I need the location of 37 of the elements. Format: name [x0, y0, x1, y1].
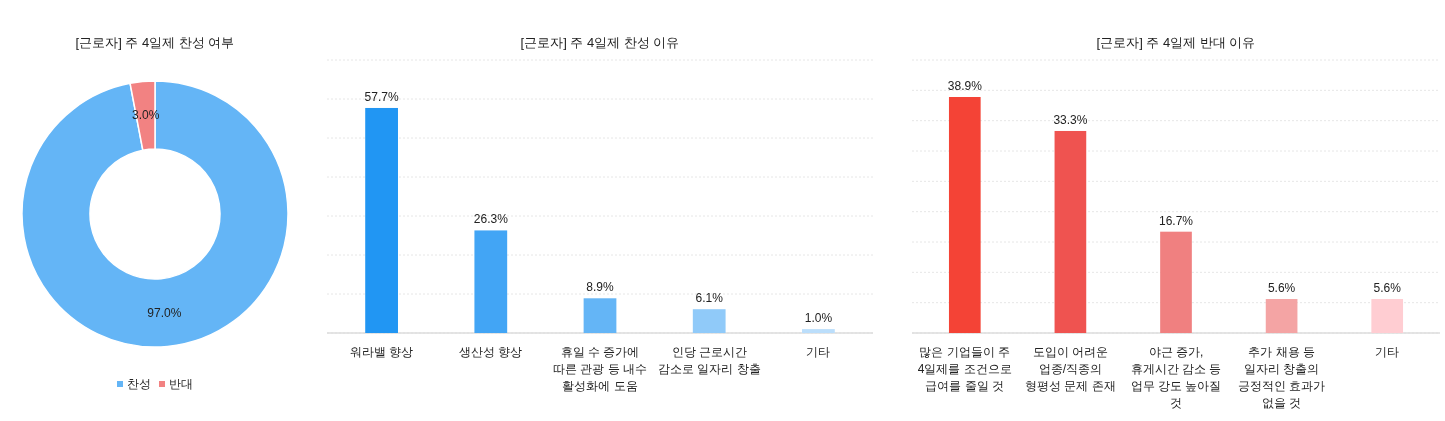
bar [1160, 231, 1192, 333]
data-label: 97.0% [147, 305, 182, 320]
data-label: 1.0% [804, 311, 833, 326]
x-tick-label: 도입이 어려운 업종/직종의 형평성 문제 존재 [1025, 345, 1116, 393]
data-label: 16.7% [1158, 213, 1194, 228]
bar [948, 97, 981, 333]
bar [802, 329, 835, 333]
data-label: 33.3% [1053, 112, 1088, 127]
x-tick-label: 인당 근로시간 감소로 일자리 창출 [657, 345, 761, 376]
x-tick-label: 휴일 수 증가에 따른 관광 등 내수 활성화에 도움 [552, 345, 648, 393]
bar [365, 107, 398, 333]
bar [692, 309, 726, 333]
bar [1265, 299, 1298, 333]
data-label: 6.1% [695, 291, 724, 306]
x-tick-label: 워라밸 향상 [349, 345, 414, 359]
bar [474, 230, 508, 333]
data-label: 8.9% [586, 280, 614, 295]
x-tick-label: 기타 [806, 345, 831, 359]
chart-title: [근로자] 주 4일제 찬성 여부 [75, 35, 235, 50]
data-label: 5.6% [1267, 281, 1296, 296]
chart-title: [근로자] 주 4일제 반대 이유 [1096, 35, 1256, 50]
x-tick-label: 추가 채용 등 일자리 창출의 긍정적인 효과가 없을 것 [1237, 345, 1326, 410]
x-tick-label: 생산성 향상 [459, 345, 523, 359]
x-tick-label: 기타 [1375, 345, 1400, 359]
legend-label: 찬성 [127, 377, 151, 391]
donut-slice [21, 80, 289, 348]
bar [1371, 299, 1404, 333]
legend-label: 반대 [169, 377, 193, 391]
data-label: 26.3% [473, 212, 509, 227]
data-label: 38.9% [947, 79, 983, 94]
chart-title: [근로자] 주 4일제 찬성 이유 [520, 35, 680, 50]
x-tick-label: 많은 기업들이 주 4일제를 조건으로 급여를 줄일 것 [917, 345, 1012, 393]
x-tick-label: 야근 증가, 휴게시간 감소 등 업무 강도 높아질 것 [1130, 345, 1222, 410]
bar [1054, 130, 1087, 333]
data-label: 57.7% [364, 89, 399, 104]
bar [583, 298, 617, 333]
data-label: 5.6% [1373, 281, 1402, 296]
